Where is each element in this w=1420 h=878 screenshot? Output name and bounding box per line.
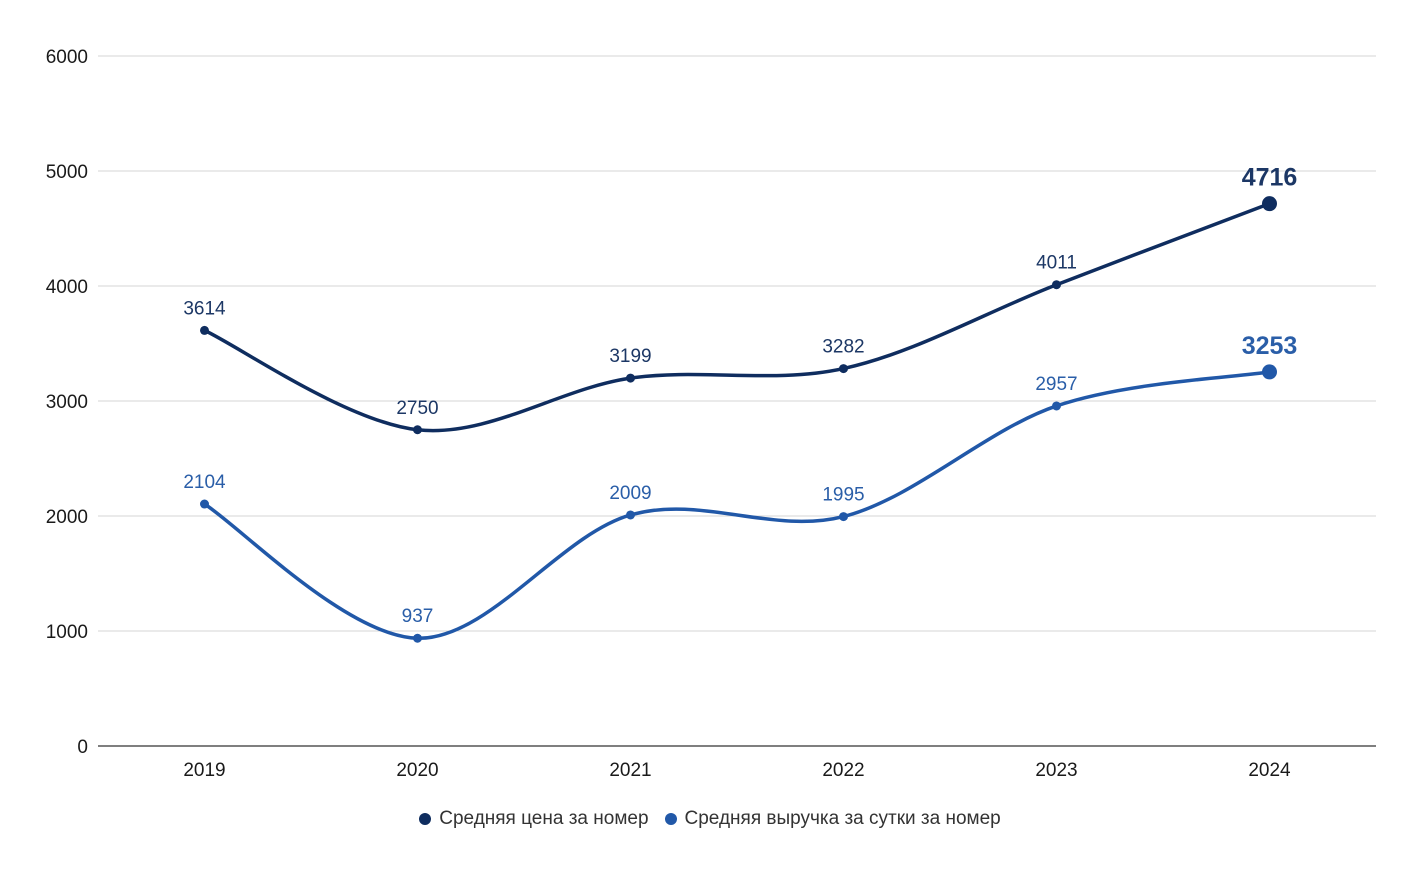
legend-item-price: Средняя цена за номер bbox=[419, 808, 649, 830]
data-point bbox=[1262, 364, 1277, 380]
y-tick-label: 6000 bbox=[46, 47, 88, 68]
data-point bbox=[839, 512, 848, 522]
data-label: 1995 bbox=[822, 485, 864, 506]
data-point bbox=[200, 499, 209, 509]
data-point bbox=[626, 373, 635, 383]
x-tick-label: 2023 bbox=[1035, 760, 1077, 781]
data-point bbox=[200, 325, 209, 335]
data-label: 3199 bbox=[609, 346, 651, 367]
data-label: 4011 bbox=[1036, 253, 1077, 274]
x-tick-label: 2024 bbox=[1248, 760, 1291, 781]
y-tick-label: 0 bbox=[77, 737, 88, 758]
data-point bbox=[413, 425, 422, 435]
legend: Средняя цена за номер Средняя выручка за… bbox=[0, 808, 1420, 830]
data-point bbox=[413, 633, 422, 643]
y-tick-label: 3000 bbox=[46, 392, 88, 413]
x-tick-label: 2022 bbox=[822, 760, 864, 781]
y-tick-label: 4000 bbox=[46, 277, 88, 298]
data-point bbox=[1052, 401, 1061, 411]
x-tick-label: 2021 bbox=[609, 760, 651, 781]
data-point bbox=[1052, 280, 1061, 290]
data-label: 3253 bbox=[1242, 332, 1298, 360]
data-label: 3614 bbox=[183, 298, 226, 319]
data-label: 2009 bbox=[609, 483, 651, 504]
legend-swatch-revenue bbox=[664, 813, 677, 825]
series-line-0 bbox=[202, 201, 1272, 433]
y-tick-label: 2000 bbox=[46, 507, 88, 528]
legend-swatch-price bbox=[419, 813, 432, 825]
y-tick-label: 1000 bbox=[46, 622, 88, 643]
legend-item-revenue: Средняя выручка за сутки за номер bbox=[664, 808, 1001, 830]
data-label: 937 bbox=[402, 606, 434, 627]
data-label: 2104 bbox=[183, 472, 226, 493]
legend-label-revenue: Средняя выручка за сутки за номер bbox=[684, 808, 1001, 829]
data-label: 4716 bbox=[1242, 164, 1298, 192]
x-tick-label: 2020 bbox=[396, 760, 438, 781]
data-label: 2957 bbox=[1035, 374, 1077, 395]
series-line-1 bbox=[202, 370, 1272, 640]
data-point bbox=[839, 364, 848, 374]
data-label: 2750 bbox=[396, 398, 438, 419]
data-label: 3282 bbox=[822, 337, 864, 358]
x-tick-label: 2019 bbox=[183, 760, 225, 781]
data-point bbox=[626, 510, 635, 520]
y-tick-label: 5000 bbox=[46, 162, 88, 183]
legend-label-price: Средняя цена за номер bbox=[439, 808, 649, 829]
data-point bbox=[1262, 196, 1277, 212]
